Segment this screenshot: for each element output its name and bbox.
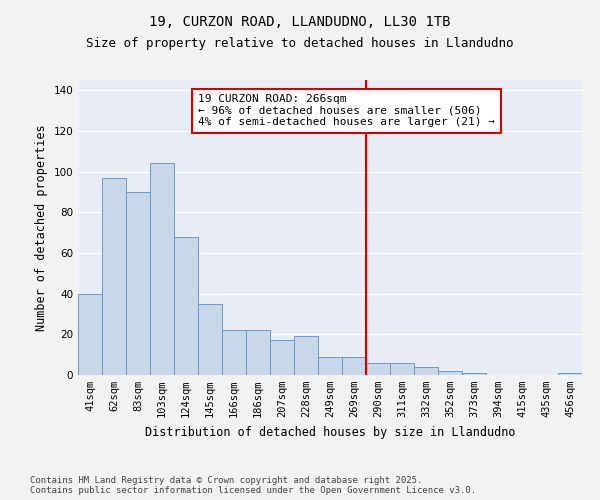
Bar — [222, 330, 246, 375]
Bar — [414, 367, 438, 375]
Bar — [270, 340, 294, 375]
Bar — [558, 373, 582, 375]
Text: 19, CURZON ROAD, LLANDUDNO, LL30 1TB: 19, CURZON ROAD, LLANDUDNO, LL30 1TB — [149, 15, 451, 29]
Bar — [126, 192, 150, 375]
Text: 19 CURZON ROAD: 266sqm
← 96% of detached houses are smaller (506)
4% of semi-det: 19 CURZON ROAD: 266sqm ← 96% of detached… — [198, 94, 495, 128]
Bar — [246, 330, 270, 375]
Bar — [150, 164, 174, 375]
Bar — [390, 363, 414, 375]
X-axis label: Distribution of detached houses by size in Llandudno: Distribution of detached houses by size … — [145, 426, 515, 438]
Bar — [318, 356, 342, 375]
Bar — [78, 294, 102, 375]
Bar — [462, 373, 486, 375]
Y-axis label: Number of detached properties: Number of detached properties — [35, 124, 48, 331]
Bar — [174, 236, 198, 375]
Text: Size of property relative to detached houses in Llandudno: Size of property relative to detached ho… — [86, 38, 514, 51]
Bar — [198, 304, 222, 375]
Text: Contains HM Land Registry data © Crown copyright and database right 2025.
Contai: Contains HM Land Registry data © Crown c… — [30, 476, 476, 495]
Bar — [366, 363, 390, 375]
Bar — [102, 178, 126, 375]
Bar — [294, 336, 318, 375]
Bar — [438, 371, 462, 375]
Bar — [342, 356, 366, 375]
